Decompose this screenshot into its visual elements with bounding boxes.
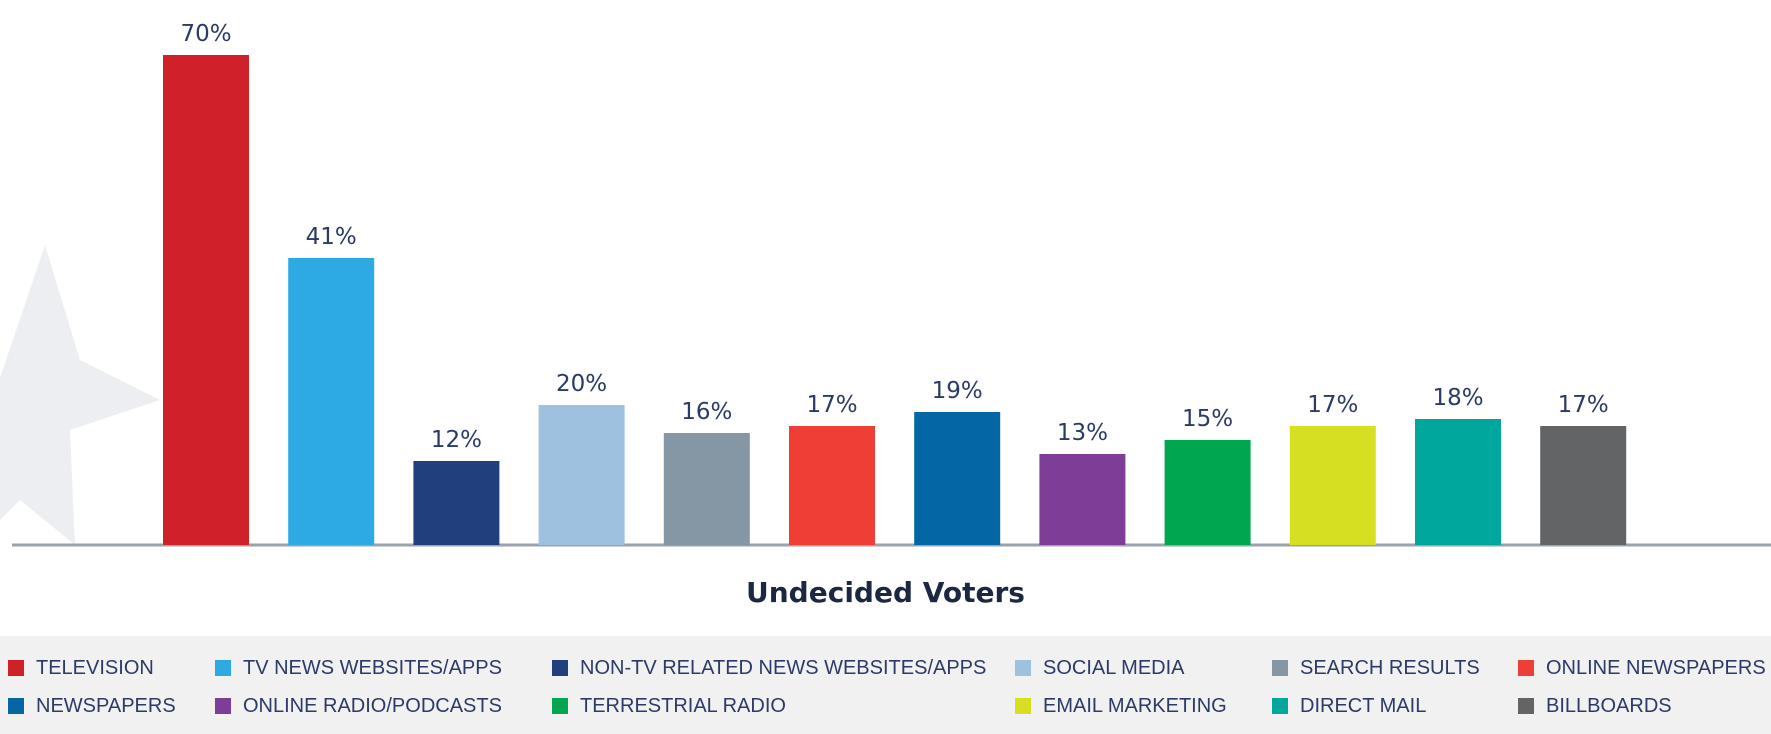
legend-swatch [1015,660,1031,676]
bar-search-results [663,433,750,545]
legend-swatch [552,698,568,714]
bar-billboards [1540,426,1627,545]
legend-label: TV NEWS WEBSITES/APPS [243,656,502,679]
legend-label: ONLINE NEWSPAPERS [1546,656,1766,679]
bar-online-newspapers [789,426,875,545]
decorative-star-icon [0,245,160,545]
data-label-search-results: 16% [681,399,732,425]
legend-item-television: TELEVISION [8,657,154,679]
legend-swatch [552,660,568,676]
legend-swatch [8,698,24,714]
legend-item-non-tv-related-news-websites-apps: NON-TV RELATED NEWS WEBSITES/APPS [552,657,986,679]
legend-label: EMAIL MARKETING [1043,694,1227,717]
legend-label: SOCIAL MEDIA [1043,656,1185,679]
legend-item-direct-mail: DIRECT MAIL [1272,695,1426,717]
legend-swatch [215,698,231,714]
legend-swatch [1015,698,1031,714]
bar-newspapers [914,412,1001,545]
data-label-social-media: 20% [556,371,607,397]
bar-television [163,55,249,545]
legend-item-billboards: BILLBOARDS [1518,695,1672,717]
legend-item-terrestrial-radio: TERRESTRIAL RADIO [552,695,786,717]
bar-direct-mail [1415,419,1501,545]
data-label-online-newspapers: 17% [806,392,857,418]
legend-swatch [1518,660,1534,676]
legend-item-online-radio-podcasts: ONLINE RADIO/PODCASTS [215,695,502,717]
legend-label: NEWSPAPERS [36,694,176,717]
legend-swatch [1272,698,1288,714]
legend-label: ONLINE RADIO/PODCASTS [243,694,502,717]
legend-swatch [1518,698,1534,714]
bar-tv-news-websites-apps [288,258,375,545]
bar-online-radio-podcasts [1039,454,1126,545]
legend-item-social-media: SOCIAL MEDIA [1015,657,1185,679]
data-label-email-marketing: 17% [1307,392,1358,418]
legend-label: NON-TV RELATED NEWS WEBSITES/APPS [580,656,987,679]
data-label-television: 70% [180,21,231,47]
legend-swatch [215,660,231,676]
legend-label: DIRECT MAIL [1300,694,1427,717]
legend-item-email-marketing: EMAIL MARKETING [1015,695,1227,717]
bar-social-media [538,405,625,545]
legend-item-online-newspapers: ONLINE NEWSPAPERS [1518,657,1766,679]
legend-item-tv-news-websites-apps: TV NEWS WEBSITES/APPS [215,657,502,679]
legend-swatch [8,660,24,676]
data-label-online-radio-podcasts: 13% [1057,420,1108,446]
legend-item-search-results: SEARCH RESULTS [1272,657,1480,679]
data-label-direct-mail: 18% [1432,385,1483,411]
data-label-non-tv-related-news-websites-apps: 12% [431,427,482,453]
data-label-newspapers: 19% [932,378,983,404]
legend-label: SEARCH RESULTS [1300,656,1480,679]
bar-terrestrial-radio [1164,440,1251,545]
legend-label: TELEVISION [36,656,154,679]
x-axis-title: Undecided Voters [746,576,1025,609]
legend-swatch [1272,660,1288,676]
bar-non-tv-related-news-websites-apps [413,461,500,545]
data-label-tv-news-websites-apps: 41% [306,224,357,250]
data-label-billboards: 17% [1558,392,1609,418]
bar-email-marketing [1289,426,1376,545]
legend-label: TERRESTRIAL RADIO [580,694,786,717]
bar-chart: 70% 41% 12% 20% 16% 17% 19% 13% 15% 17% 18% 17% [0,21,1771,547]
data-label-terrestrial-radio: 15% [1182,406,1233,432]
legend-item-newspapers: NEWSPAPERS [8,695,176,717]
legend-label: BILLBOARDS [1546,694,1672,717]
legend: TELEVISION TV NEWS WEBSITES/APPS NON-TV RE… [0,636,1771,734]
